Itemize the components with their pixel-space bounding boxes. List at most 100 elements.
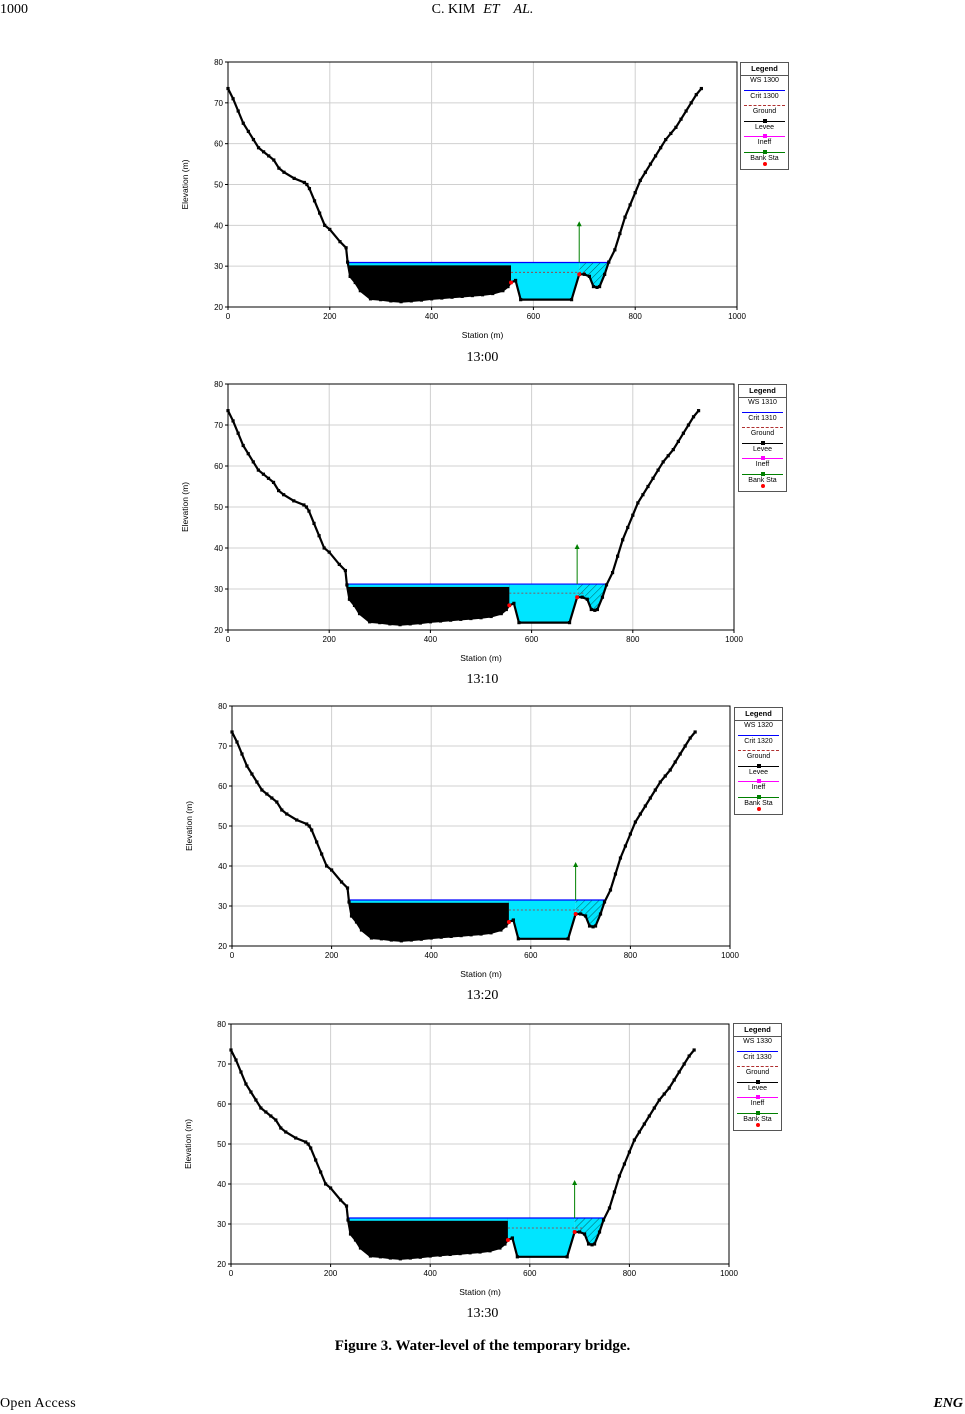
ground-point — [643, 170, 647, 174]
ground-point — [666, 454, 670, 458]
y-tick-label: 30 — [214, 585, 223, 594]
ground-point — [272, 158, 276, 162]
legend-entry: WS 1330 — [734, 1037, 781, 1053]
bank-station-point — [505, 1238, 510, 1242]
ground-point — [302, 180, 306, 185]
bank-station-point — [572, 1230, 577, 1234]
running-head: C. KIM ET AL. — [0, 2, 965, 18]
ground-point — [597, 284, 602, 289]
ground-point — [359, 928, 364, 932]
legend-entry: Levee — [735, 768, 782, 783]
y-tick-label: 30 — [218, 902, 227, 911]
legend-entry: Crit 1330 — [734, 1053, 781, 1069]
ground-point — [338, 240, 342, 244]
figure-caption: Figure 3. Water-level of the temporary b… — [334, 1338, 631, 1354]
ground-point — [687, 1054, 691, 1058]
ground-point — [378, 1255, 382, 1259]
ground-point — [579, 912, 583, 916]
y-tick-label: 60 — [217, 1100, 226, 1109]
bank-station-point — [509, 280, 514, 285]
ground-point — [305, 822, 309, 826]
x-tick-label: 400 — [425, 951, 439, 960]
ground-point — [275, 800, 279, 804]
y-axis-label: Elevation (m) — [180, 159, 190, 209]
ground-point — [693, 730, 697, 734]
ground-point — [246, 452, 250, 456]
ground-point — [604, 583, 609, 587]
ground-point — [388, 1256, 392, 1260]
y-tick-label: 50 — [217, 1140, 226, 1149]
y-axis-label: Elevation (m) — [184, 801, 194, 851]
legend-entry: Ineff — [741, 138, 788, 154]
ground-point — [328, 227, 332, 232]
legend-entry-label: Ground — [750, 430, 775, 437]
legend-entry: Bank Sta — [741, 154, 788, 170]
chart-legend-0: Legend WS 1300 Crit 1300 Ground Levee Ineff Ba… — [740, 62, 789, 170]
ground-point — [265, 792, 269, 796]
blocked-obstruction-area — [348, 1218, 508, 1259]
ground-point — [692, 1048, 696, 1052]
ground-point — [270, 796, 274, 800]
legend-entry: Ground — [741, 107, 788, 123]
blocked-obstruction-area — [348, 262, 512, 302]
ground-point — [292, 176, 296, 180]
bank-station-point — [575, 595, 580, 600]
legend-entry-symbol — [737, 1066, 778, 1067]
ground-point — [294, 1136, 298, 1140]
ground-point — [582, 1232, 587, 1236]
ground-point — [618, 231, 622, 236]
ground-point — [264, 1110, 268, 1114]
ground-point — [438, 1253, 442, 1257]
ground-point — [439, 935, 443, 939]
legend-entry-label: Levee — [752, 445, 773, 453]
ground-point — [587, 274, 591, 278]
ground-point — [667, 1086, 671, 1090]
ground-point — [578, 1230, 582, 1234]
y-tick-label: 50 — [218, 822, 227, 831]
ground-point — [347, 597, 352, 601]
water-band-left — [348, 262, 512, 266]
ground-point — [590, 1243, 594, 1247]
ground-point — [458, 1252, 462, 1256]
ground-point — [632, 1138, 636, 1142]
ground-point — [307, 509, 311, 513]
x-tick-label: 200 — [323, 635, 337, 644]
ground-point — [469, 933, 473, 937]
ground-point — [251, 137, 256, 142]
x-tick-label: 0 — [230, 951, 235, 960]
ground-point — [593, 924, 598, 928]
ground-point — [567, 621, 572, 625]
ground-point — [231, 419, 235, 423]
ground-point — [271, 480, 276, 484]
ground-point — [659, 146, 663, 150]
y-axis-label: Elevation (m) — [183, 1119, 193, 1169]
ground-point — [399, 300, 403, 304]
legend-entry-symbol — [742, 456, 783, 460]
ground-point — [440, 296, 444, 300]
y-tick-label: 50 — [214, 503, 223, 512]
ground-point — [688, 736, 692, 740]
ground-point — [240, 752, 244, 756]
ineff-marker — [572, 1180, 578, 1185]
ground-point — [292, 499, 296, 503]
ground-point — [504, 924, 508, 928]
ground-point — [648, 796, 652, 800]
y-tick-label: 40 — [218, 862, 227, 871]
ground-point — [593, 608, 597, 612]
ground-point — [613, 248, 617, 252]
ground-point — [623, 215, 627, 219]
ground-point — [323, 223, 327, 227]
ground-point — [598, 912, 603, 916]
ground-point — [633, 191, 637, 195]
x-tick-label: 0 — [226, 635, 231, 644]
legend-entry-label: Levee — [747, 1084, 768, 1092]
ground-point — [491, 291, 495, 296]
ground-point — [418, 621, 422, 625]
y-tick-label: 30 — [214, 262, 223, 271]
legend-entry-symbol — [744, 118, 785, 123]
footer-open-access: Open Access — [0, 1396, 77, 1411]
ground-point — [612, 1190, 617, 1194]
ground-point — [677, 1070, 681, 1074]
y-tick-label: 40 — [214, 221, 223, 230]
ground-point — [459, 934, 463, 938]
